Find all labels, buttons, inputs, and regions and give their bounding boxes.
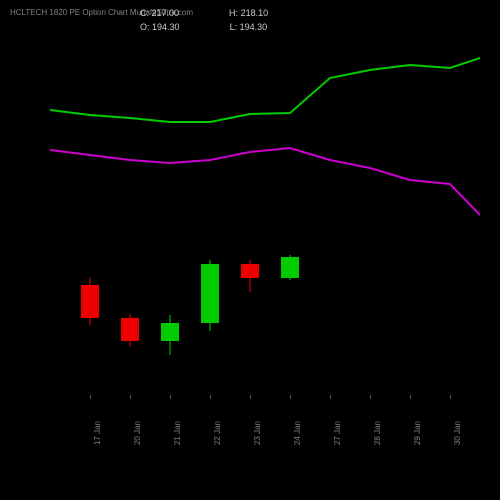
ohlc-c-value: 217.00 <box>152 8 180 18</box>
x-label: 28 Jan <box>373 421 382 445</box>
candle <box>241 40 259 390</box>
candle <box>81 40 99 390</box>
x-tick <box>330 395 331 399</box>
x-tick <box>250 395 251 399</box>
x-tick <box>370 395 371 399</box>
candle-layer <box>50 40 480 390</box>
ohlc-o-value: 194.30 <box>152 22 180 32</box>
x-label: 23 Jan <box>253 421 262 445</box>
ohlc-l-value: 194.30 <box>240 22 268 32</box>
x-tick <box>170 395 171 399</box>
ohlc-c-label: C: <box>140 8 149 18</box>
x-tick <box>410 395 411 399</box>
x-label: 21 Jan <box>173 421 182 445</box>
candle-body <box>81 285 99 318</box>
x-tick <box>290 395 291 399</box>
ohlc-o-label: O: <box>140 22 150 32</box>
candle-body <box>161 323 179 341</box>
x-label: 22 Jan <box>213 421 222 445</box>
candle <box>161 40 179 390</box>
candle-body <box>241 264 259 278</box>
x-axis: 17 Jan 20 Jan 21 Jan 22 Jan 23 Jan 24 Jan 27 J… <box>50 395 480 455</box>
candle <box>121 40 139 390</box>
candle <box>281 40 299 390</box>
plot-area <box>50 40 480 390</box>
ohlc-low: L: 194.30 <box>230 20 268 34</box>
candle-body <box>121 318 139 341</box>
candle-body <box>281 257 299 278</box>
candle <box>201 40 219 390</box>
x-label: 29 Jan <box>413 421 422 445</box>
ohlc-block: C: 217.00 H: 218.10 O: 194.30 L: 194.30 <box>140 6 268 34</box>
x-label: 20 Jan <box>133 421 142 445</box>
ohlc-close: C: 217.00 <box>140 6 179 20</box>
x-label: 17 Jan <box>93 421 102 445</box>
x-tick <box>90 395 91 399</box>
ohlc-high: H: 218.10 <box>229 6 268 20</box>
ohlc-l-label: L: <box>230 22 238 32</box>
x-tick <box>130 395 131 399</box>
x-label: 30 Jan <box>453 421 462 445</box>
candle-body <box>201 264 219 323</box>
x-tick <box>210 395 211 399</box>
ohlc-h-label: H: <box>229 8 238 18</box>
ohlc-h-value: 218.10 <box>241 8 269 18</box>
x-label: 24 Jan <box>293 421 302 445</box>
ohlc-open: O: 194.30 <box>140 20 180 34</box>
x-tick <box>450 395 451 399</box>
x-label: 27 Jan <box>333 421 342 445</box>
